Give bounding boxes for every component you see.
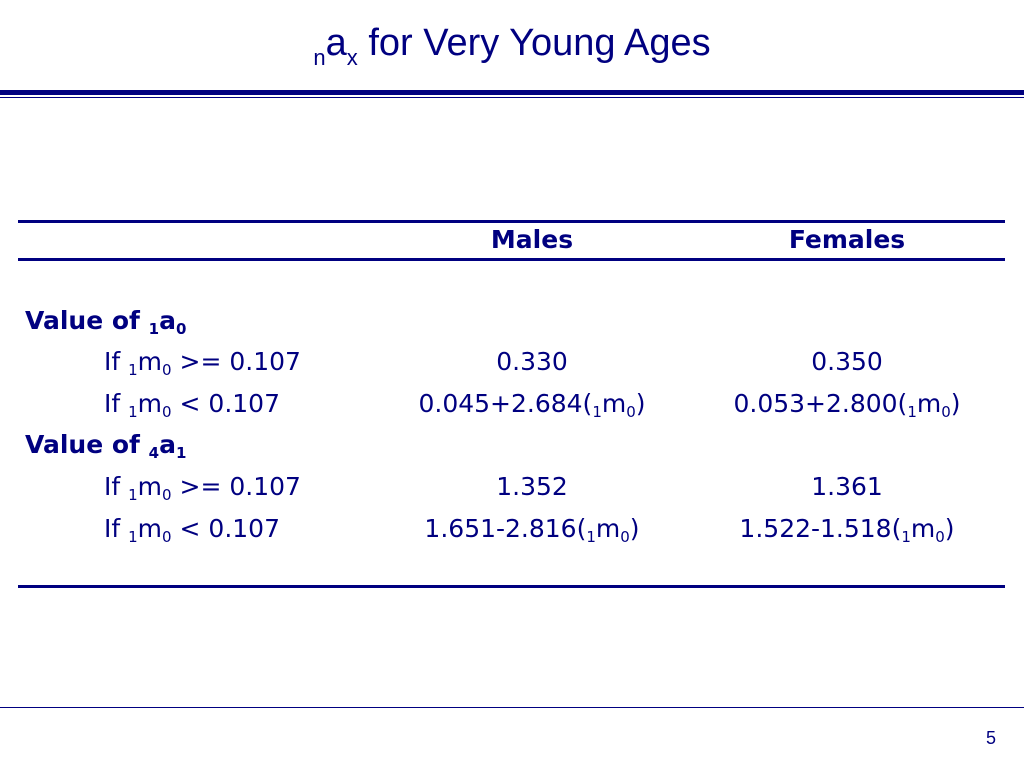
title-divider (0, 90, 1024, 95)
section-label-1a0: Value of 1a0 (25, 306, 187, 338)
condition-row-4: If 1m0 < 0.107 (104, 514, 280, 546)
table-top-rule (18, 220, 1005, 223)
females-value-row-1: 0.350 (811, 347, 883, 376)
condition-row-2: If 1m0 < 0.107 (104, 389, 280, 421)
condition-row-1: If 1m0 >= 0.107 (104, 347, 301, 379)
table-bottom-rule (18, 585, 1005, 588)
title-subscript-x: x (346, 45, 358, 70)
title-divider-thin (0, 97, 1024, 98)
condition-row-3: If 1m0 >= 0.107 (104, 472, 301, 504)
header-males: Males (490, 225, 574, 254)
title-text: for Very Young Ages (357, 22, 711, 64)
header-females: Females (788, 225, 906, 254)
males-formula-row-4: 1.651-2.816(1m0) (424, 514, 640, 546)
page-number: 5 (985, 728, 996, 748)
title-variable: a (325, 22, 347, 64)
males-value-row-3: 1.352 (496, 472, 568, 501)
males-formula-row-2: 0.045+2.684(1m0) (418, 389, 646, 421)
table-header-rule (18, 258, 1005, 261)
title-subscript-n: n (313, 45, 326, 70)
footer-divider (0, 707, 1024, 708)
females-formula-row-4: 1.522-1.518(1m0) (739, 514, 955, 546)
males-value-row-1: 0.330 (496, 347, 568, 376)
slide-title: nax for Very Young Ages (0, 22, 1024, 71)
females-value-row-3: 1.361 (811, 472, 883, 501)
females-formula-row-2: 0.053+2.800(1m0) (733, 389, 961, 421)
section-label-4a1: Value of 4a1 (25, 430, 187, 462)
